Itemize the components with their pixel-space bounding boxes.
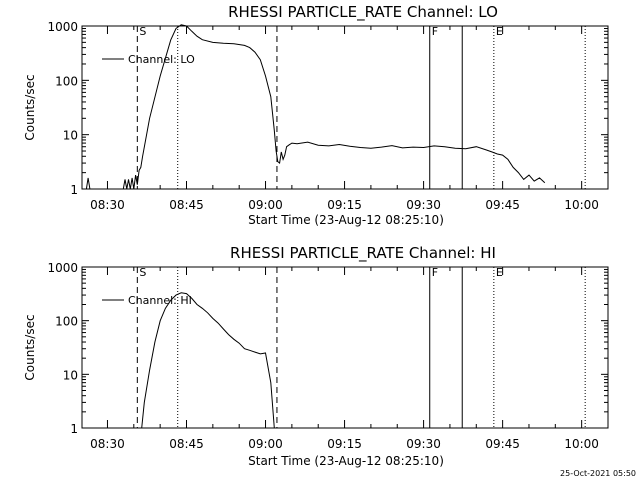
y-tick-label: 1 [70,422,78,436]
x-tick-label: 09:00 [248,198,283,212]
legend-entry: Channel: HI [128,294,192,307]
x-tick-label: 09:15 [327,437,362,451]
plot-frame [81,25,609,190]
chart-panel-0: RHESSI PARTICLE_RATE Channel: LO 1 10 100 10… [23,3,609,227]
footer-timestamp: 25-Oct-2021 05:50 [560,469,636,478]
x-tick-label: 08:30 [90,437,125,451]
time-marker-label: S [139,25,146,38]
chart-panel-1: RHESSI PARTICLE_RATE Channel: HI 1 10 100 10… [23,244,609,468]
x-tick-label: 08:30 [90,198,125,212]
x-axis-label: Start Time (23-Aug-12 08:25:10) [248,454,444,468]
chart-title: RHESSI PARTICLE_RATE Channel: HI [230,244,496,263]
x-tick-label: 09:15 [327,198,362,212]
series-line [141,292,275,429]
chart-title: RHESSI PARTICLE_RATE Channel: LO [228,3,498,22]
y-tick-label: 10 [63,129,78,143]
x-tick-label: 09:30 [406,198,441,212]
x-axis-label: Start Time (23-Aug-12 08:25:10) [248,213,444,227]
x-tick-label: 10:00 [564,437,599,451]
x-tick-label: 09:00 [248,437,283,451]
y-tick-label: 10 [63,368,78,382]
x-tick-label: 09:30 [406,437,441,451]
y-axis-label: Counts/sec [23,74,37,140]
x-tick-label: 09:45 [485,437,520,451]
x-tick-label: 08:45 [169,437,204,451]
y-tick-label: 1000 [47,261,78,275]
legend-entry: Channel: LO [128,53,195,66]
x-tick-label: 10:00 [564,198,599,212]
time-marker-label: F [432,266,438,279]
plot-frame [81,266,609,429]
time-marker-label: F [432,25,438,38]
time-marker-label: S [139,266,146,279]
x-tick-label: 08:45 [169,198,204,212]
y-tick-label: 1000 [47,20,78,34]
x-tick-label: 09:45 [485,198,520,212]
time-marker-label: E [496,25,503,38]
y-tick-label: 100 [55,315,78,329]
series-line [85,24,546,190]
y-axis-label: Counts/sec [23,314,37,380]
y-tick-label: 100 [55,74,78,88]
time-marker-label: E [496,266,503,279]
y-tick-label: 1 [70,183,78,197]
